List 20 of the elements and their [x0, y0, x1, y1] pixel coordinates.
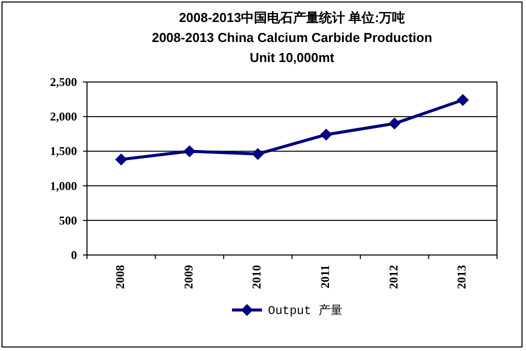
- point: [252, 148, 264, 160]
- x-tick-label: 2008: [112, 265, 127, 289]
- point: [320, 128, 332, 141]
- y-tick-label: 1,000: [50, 178, 77, 193]
- x-tick-label: 2011: [318, 265, 332, 288]
- chart-title: 2008-2013中国电石产量统计 单位:万吨 2008-2013 China Calcium Carbide Production Unit 10,000mt: [152, 10, 432, 65]
- y-tick-label: 0: [71, 248, 77, 262]
- point: [115, 154, 128, 166]
- x-tick-label: 2012: [386, 265, 400, 289]
- x-tick-label: 2013: [454, 265, 469, 289]
- point: [184, 145, 196, 158]
- legend-label: Output 产量: [268, 303, 342, 318]
- point: [388, 118, 400, 130]
- y-tick-label: 500: [59, 213, 77, 228]
- x-tick-label: 2010: [250, 265, 264, 289]
- y-tick-label: 2,500: [50, 75, 77, 89]
- x-tick-label: 2009: [181, 265, 196, 289]
- y-tick-label: 2,000: [50, 110, 77, 124]
- point: [456, 94, 469, 106]
- y-tick-label: 1,500: [50, 144, 77, 158]
